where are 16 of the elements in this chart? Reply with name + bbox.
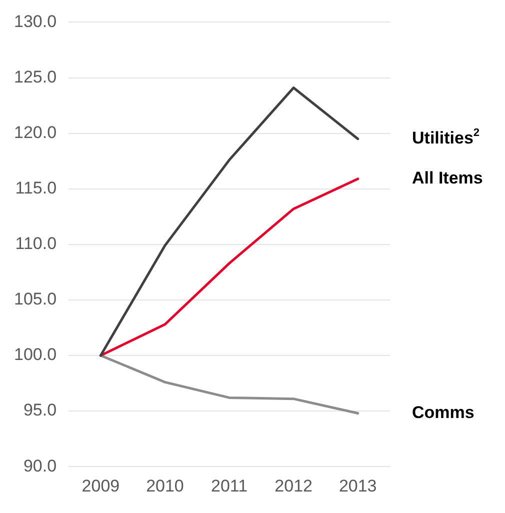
text: All Items [412,168,483,188]
y-tick-label: 90.0 [23,456,57,476]
text: Comms [412,402,474,422]
x-tick-label: 2009 [82,476,120,496]
x-tick-label: 2010 [146,476,184,496]
y-tick-label: 125.0 [14,67,57,86]
x-tick-label: 2011 [210,476,248,496]
y-tick-label: 110.0 [15,234,57,254]
y-tick-label: 115.0 [15,178,57,198]
x-tick-label: 2013 [338,476,377,496]
y-tick-label: 105.0 [14,290,57,309]
x-tick-label: 2012 [274,476,312,496]
y-tick-label: 100.0 [14,345,57,364]
y-tick-label: 130.0 [14,12,57,31]
y-tick-label: 95.0 [23,400,57,420]
y-tick-label: 120.0 [14,122,57,142]
